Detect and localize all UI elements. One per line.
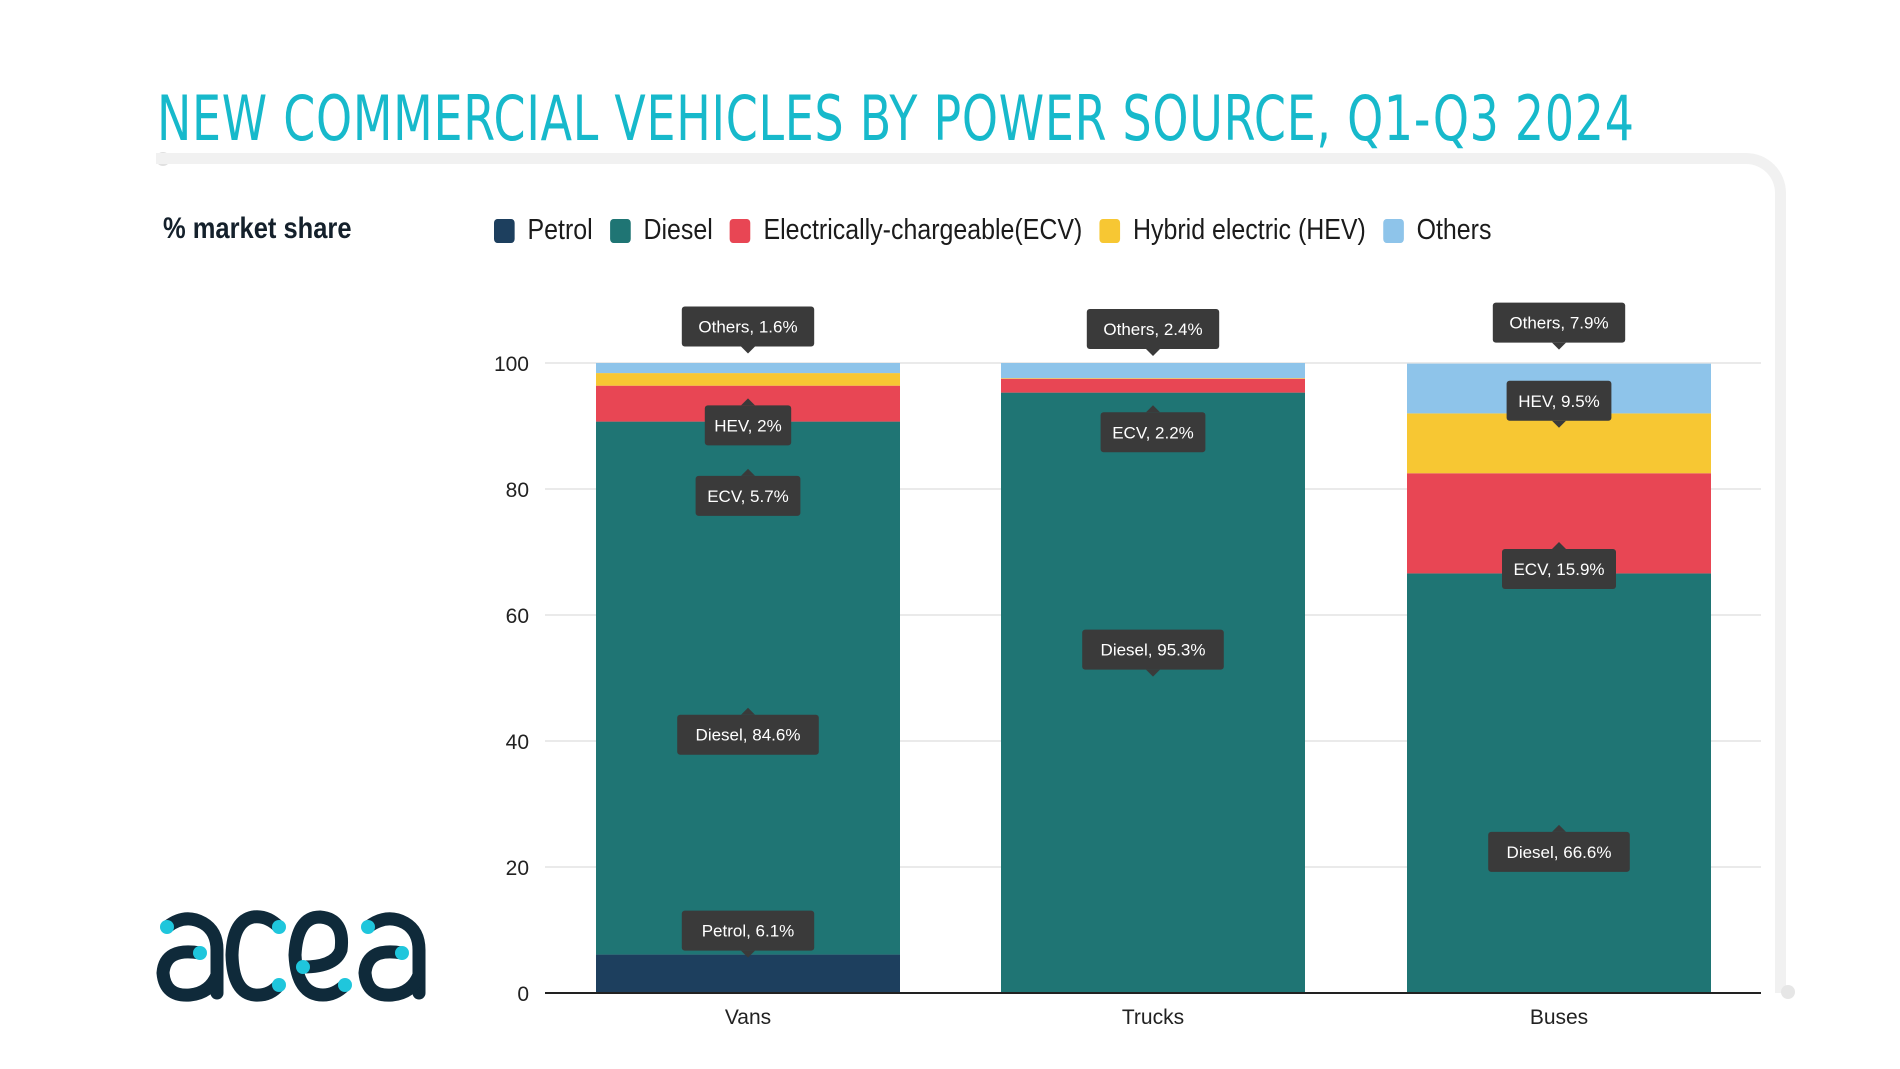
legend-label: Petrol	[527, 214, 593, 246]
legend-item: Petrol	[494, 214, 593, 247]
data-label-pointer	[741, 707, 755, 715]
data-label-box	[681, 306, 815, 347]
legend-swatch	[494, 218, 515, 243]
data-label-text: Diesel, 66.6%	[1507, 843, 1612, 862]
data-label-text: HEV, 9.5%	[1518, 392, 1600, 411]
data-label-box	[681, 910, 815, 951]
data-label-pointer	[741, 468, 755, 476]
data-label-text: ECV, 15.9%	[1513, 560, 1604, 579]
data-label-text: ECV, 5.7%	[707, 487, 789, 506]
bar-segment-petrol	[596, 954, 900, 993]
x-tick-label: Vans	[725, 1006, 771, 1029]
data-label-pointer	[1552, 824, 1566, 832]
data-label: HEV, 2%	[704, 398, 792, 446]
data-label-text: Others, 1.6%	[698, 317, 797, 336]
data-label: Diesel, 84.6%	[677, 707, 819, 755]
acea-logo	[155, 905, 430, 1010]
data-label: Others, 7.9%	[1492, 302, 1626, 350]
bar-segment-others	[1001, 363, 1305, 379]
data-label: Diesel, 66.6%	[1488, 824, 1630, 872]
divider-dot	[1781, 985, 1795, 999]
x-tick-label: Buses	[1530, 1006, 1588, 1029]
legend-swatch	[1099, 218, 1121, 243]
data-label: HEV, 9.5%	[1506, 380, 1612, 428]
y-tick-label: 80	[506, 479, 529, 502]
y-tick-label: 20	[506, 857, 529, 880]
x-tick-label: Trucks	[1122, 1006, 1184, 1029]
legend-item: Electrically-chargeable(ECV)	[729, 214, 1083, 247]
data-label-box	[1492, 302, 1626, 343]
data-label-pointer	[1552, 542, 1566, 550]
y-tick-label: 40	[506, 731, 529, 754]
chart-title: NEW COMMERCIAL VEHICLES BY POWER SOURCE,…	[157, 82, 1635, 155]
legend-swatch	[1383, 218, 1404, 243]
legend-swatch	[609, 218, 631, 243]
data-label-box	[1100, 412, 1206, 453]
data-label: Petrol, 6.1%	[681, 910, 815, 958]
bar-segment-hybrid	[596, 373, 900, 386]
legend-label: Hybrid electric (HEV)	[1133, 214, 1366, 246]
data-label-text: Diesel, 84.6%	[696, 726, 801, 745]
y-tick-label: 100	[494, 353, 529, 376]
data-label-pointer	[1146, 348, 1160, 356]
data-label-box	[1506, 380, 1612, 421]
legend-item: Hybrid electric (HEV)	[1099, 214, 1366, 247]
data-label-box	[1488, 831, 1630, 872]
data-label-pointer	[741, 950, 755, 958]
data-label: Others, 1.6%	[681, 306, 815, 354]
data-label: Diesel, 95.3%	[1082, 629, 1224, 677]
data-label-box	[1502, 549, 1616, 590]
data-label: ECV, 2.2%	[1100, 405, 1206, 453]
chart-card-border	[156, 153, 1786, 993]
data-label-text: ECV, 2.2%	[1112, 423, 1194, 442]
data-label-box	[695, 475, 801, 516]
data-label-box	[1082, 629, 1224, 670]
data-label-pointer	[741, 346, 755, 354]
data-label-text: Diesel, 95.3%	[1101, 641, 1206, 660]
legend-item: Diesel	[609, 214, 713, 247]
data-label-box	[1086, 308, 1220, 349]
bar-segment-electrically-chargeable	[1001, 378, 1305, 393]
data-label-text: Others, 7.9%	[1509, 314, 1608, 333]
data-label-pointer	[1146, 405, 1160, 413]
data-label-box	[704, 405, 792, 446]
legend-label: Diesel	[643, 214, 713, 246]
data-label-pointer	[1552, 342, 1566, 350]
y-tick-label: 60	[506, 605, 529, 628]
data-label: Others, 2.4%	[1086, 308, 1220, 356]
data-label-pointer	[741, 398, 755, 406]
data-label-text: HEV, 2%	[714, 416, 781, 435]
legend-swatch	[729, 218, 751, 243]
y-tick-label: 0	[517, 983, 529, 1006]
data-label-pointer	[1552, 420, 1566, 428]
bar-segment-diesel	[1407, 573, 1711, 993]
legend-item: Others	[1383, 214, 1491, 247]
data-label-text: Petrol, 6.1%	[702, 922, 795, 941]
legend-label: Others	[1416, 214, 1492, 246]
data-label-text: Others, 2.4%	[1103, 320, 1202, 339]
data-label-pointer	[1146, 669, 1160, 677]
y-axis-label: % market share	[163, 212, 352, 245]
data-label-box	[677, 714, 819, 755]
data-label: ECV, 15.9%	[1502, 542, 1616, 590]
data-label: ECV, 5.7%	[695, 468, 801, 516]
bar-segment-diesel	[1001, 392, 1305, 993]
legend: Petrol Diesel Electrically-chargeable(ECV)…	[494, 214, 1509, 247]
legend-label: Electrically-chargeable(ECV)	[763, 214, 1083, 246]
bar-segment-hybrid	[1001, 378, 1305, 379]
bar-segment-others	[596, 363, 900, 374]
